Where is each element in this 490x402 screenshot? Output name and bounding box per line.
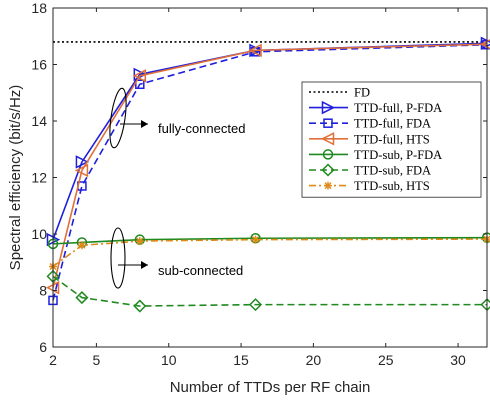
legend-label: TTD-full, P-FDA xyxy=(354,101,442,115)
legend-entry: TTD-full, FDA xyxy=(309,117,431,131)
legend-marker xyxy=(320,132,335,146)
legend-entry: TTD-sub, FDA xyxy=(309,163,431,178)
legend-label: TTD-full, HTS xyxy=(354,132,430,146)
legend-entry: TTD-full, P-FDA xyxy=(309,100,442,115)
legend-label: TTD-sub, HTS xyxy=(354,179,430,193)
legend-label: TTD-full, FDA xyxy=(354,117,431,131)
legend-marker xyxy=(323,118,333,128)
y-tick-label: 8 xyxy=(39,283,47,299)
legend-entry: TTD-sub, HTS xyxy=(309,179,430,193)
y-tick-label: 16 xyxy=(31,57,47,73)
plot-layer xyxy=(45,36,490,313)
x-tick-label: 15 xyxy=(233,352,249,368)
legend-marker xyxy=(324,181,332,190)
data-point xyxy=(251,235,260,244)
legend-label: TTD-sub, FDA xyxy=(354,164,431,178)
data-point xyxy=(135,237,144,246)
y-tick-label: 10 xyxy=(31,226,47,242)
series-4 xyxy=(47,232,490,250)
data-point xyxy=(74,163,89,178)
legend-label: TTD-sub, P-FDA xyxy=(354,148,442,162)
legend-marker xyxy=(321,163,335,177)
data-point xyxy=(75,155,90,169)
legend-entry: FD xyxy=(309,86,370,100)
y-tick-label: 12 xyxy=(31,170,47,186)
series-line xyxy=(52,43,488,288)
series-line xyxy=(52,275,487,307)
series-5 xyxy=(46,269,490,313)
legend-marker xyxy=(321,100,336,115)
annotation-arrowhead-sub xyxy=(141,261,148,269)
annotation-sub-connected: sub-connected xyxy=(158,263,243,278)
annotations: fully-connected sub-connected xyxy=(109,87,245,289)
annotation-arrowhead-fully xyxy=(141,120,148,128)
x-tick-label: 5 xyxy=(93,352,101,368)
y-axis-label: Spectral efficiency (bit/s/Hz) xyxy=(7,85,24,271)
x-tick-label: 20 xyxy=(306,352,322,368)
x-tick-label: 2 xyxy=(49,352,57,368)
y-tick-label: 14 xyxy=(31,113,47,129)
legend-entry: TTD-full, HTS xyxy=(309,132,430,146)
x-axis-label: Number of TTDs per RF chain xyxy=(170,379,371,396)
y-tick-label: 6 xyxy=(39,339,47,355)
x-tick-label: 10 xyxy=(161,352,177,368)
series-line xyxy=(52,43,488,301)
data-point xyxy=(135,79,145,90)
data-point xyxy=(248,43,262,58)
data-point xyxy=(132,69,147,83)
x-tick-label: 30 xyxy=(450,352,466,368)
data-point xyxy=(75,291,89,305)
series-line xyxy=(52,238,488,268)
legend-entry: TTD-sub, P-FDA xyxy=(309,148,442,162)
x-tick-label: 25 xyxy=(378,352,394,368)
data-point xyxy=(248,298,263,312)
y-tick-label: 18 xyxy=(31,0,47,16)
legend-marker xyxy=(322,149,334,160)
legend-label: FD xyxy=(354,86,370,100)
annotation-fully-connected: fully-connected xyxy=(158,121,245,136)
annotation-ellipse-sub xyxy=(110,227,126,289)
data-point xyxy=(77,241,86,250)
data-point xyxy=(133,299,147,313)
annotation-ellipse-fully xyxy=(109,87,127,149)
